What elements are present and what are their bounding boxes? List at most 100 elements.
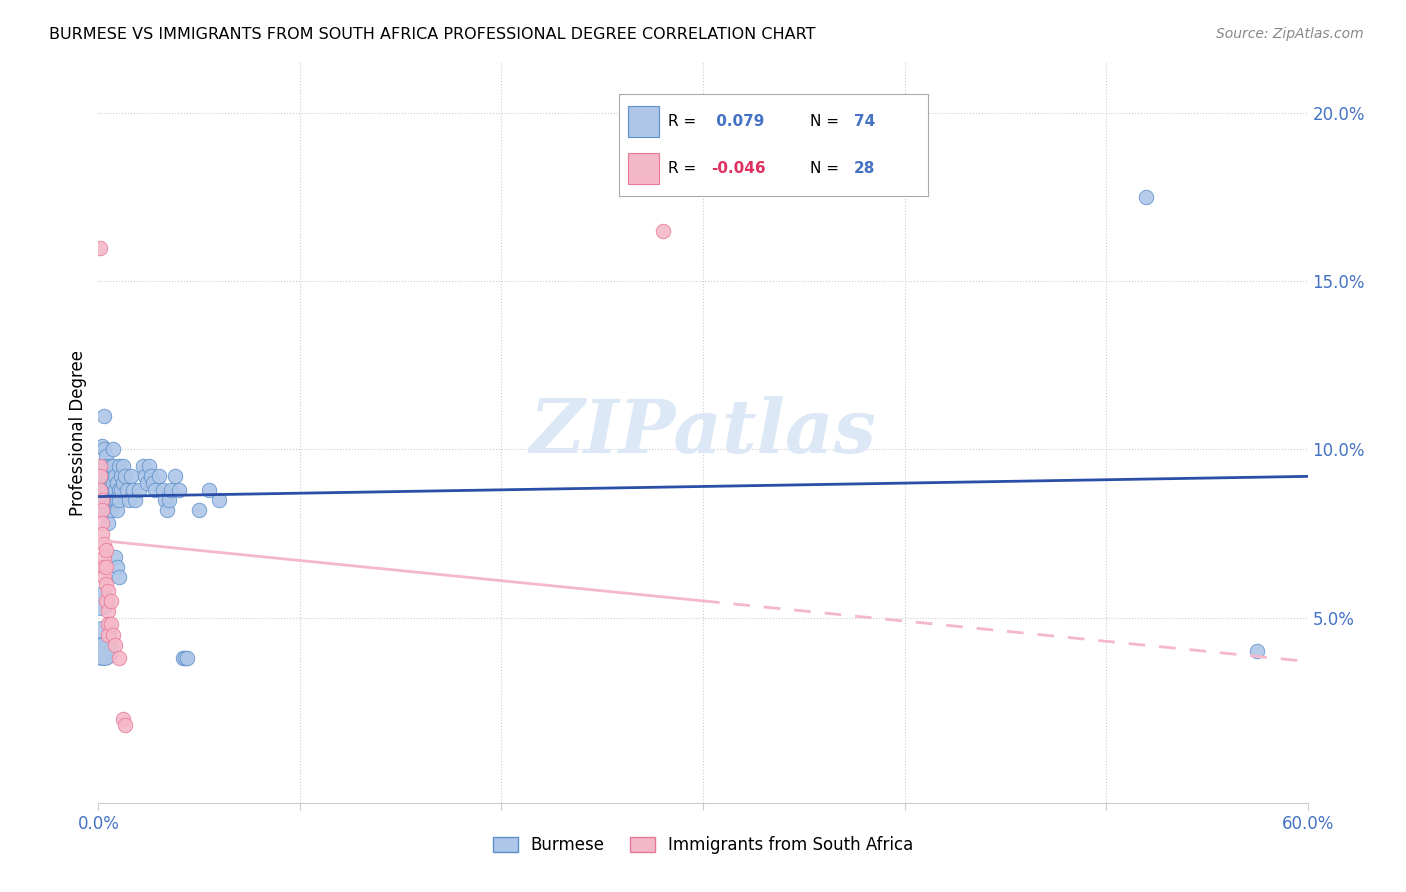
Point (651, 224, 673, 238)
Point (1246, 644, 1268, 658)
Point (96, 543, 118, 558)
Point (142, 476, 165, 491)
Point (134, 469, 156, 483)
Text: BURMESE VS IMMIGRANTS FROM SOUTH AFRICA PROFESSIONAL DEGREE CORRELATION CHART: BURMESE VS IMMIGRANTS FROM SOUTH AFRICA … (49, 27, 815, 42)
Point (93, 550, 115, 565)
Point (96, 449, 118, 463)
Point (118, 492, 141, 507)
Point (101, 627, 124, 641)
Point (101, 442, 124, 457)
Point (96, 594, 118, 608)
Text: 28: 28 (853, 161, 875, 176)
Point (96, 459, 118, 474)
Point (107, 570, 129, 584)
Point (772, 122, 794, 136)
Text: R =: R = (668, 114, 696, 128)
Point (96, 577, 118, 591)
Point (97, 492, 120, 507)
Point (96, 560, 118, 574)
Bar (628, 153, 659, 184)
Point (91, 459, 114, 474)
Text: -0.046: -0.046 (711, 161, 766, 176)
Point (93, 560, 115, 574)
Point (97, 503, 120, 517)
Point (89, 459, 111, 474)
Point (157, 492, 180, 507)
Point (114, 469, 136, 483)
Point (111, 476, 134, 491)
Point (114, 718, 136, 732)
Point (148, 469, 170, 483)
Point (143, 483, 166, 497)
Point (167, 483, 190, 497)
Point (91, 516, 114, 531)
Point (100, 483, 122, 497)
Point (100, 617, 122, 632)
Text: 0.079: 0.079 (711, 114, 765, 128)
Text: Source: ZipAtlas.com: Source: ZipAtlas.com (1216, 27, 1364, 41)
Point (91, 476, 114, 491)
Point (89, 469, 111, 483)
Bar (628, 106, 659, 136)
Point (89, 483, 111, 497)
Text: N =: N = (810, 114, 839, 128)
Point (107, 483, 129, 497)
Point (105, 503, 128, 517)
Point (138, 459, 160, 474)
Point (91, 526, 114, 541)
Point (139, 469, 162, 483)
Point (103, 483, 125, 497)
Point (91, 627, 114, 641)
Point (110, 469, 132, 483)
Point (100, 492, 122, 507)
Point (93, 570, 115, 584)
Point (93, 644, 115, 658)
Point (105, 560, 128, 574)
Point (96, 476, 118, 491)
Point (93, 409, 115, 423)
Point (174, 651, 197, 665)
Point (124, 492, 146, 507)
Point (100, 459, 122, 474)
Point (93, 442, 115, 457)
Point (156, 503, 179, 517)
Point (160, 483, 183, 497)
Point (1135, 190, 1157, 204)
Point (97, 627, 120, 641)
Point (107, 459, 129, 474)
Point (93, 536, 115, 550)
Point (105, 476, 128, 491)
Point (101, 459, 124, 474)
Point (93, 459, 115, 474)
Point (198, 483, 221, 497)
Point (96, 503, 118, 517)
Point (120, 469, 142, 483)
Point (128, 483, 150, 497)
Point (135, 476, 157, 491)
Point (132, 459, 155, 474)
Point (107, 651, 129, 665)
Text: 74: 74 (853, 114, 875, 128)
Text: ZIPatlas: ZIPatlas (530, 396, 876, 469)
Legend: Burmese, Immigrants from South Africa: Burmese, Immigrants from South Africa (486, 830, 920, 861)
Point (101, 476, 124, 491)
Point (152, 483, 174, 497)
Point (105, 492, 128, 507)
Point (107, 492, 129, 507)
Point (91, 644, 114, 658)
Point (100, 594, 122, 608)
Point (100, 503, 122, 517)
Y-axis label: Professional Degree: Professional Degree (69, 350, 87, 516)
Point (97, 583, 120, 598)
Point (101, 492, 124, 507)
Point (89, 483, 111, 497)
Point (91, 503, 114, 517)
Text: N =: N = (810, 161, 839, 176)
Point (103, 469, 125, 483)
Point (176, 651, 198, 665)
Point (100, 476, 122, 491)
Point (188, 503, 211, 517)
Point (103, 492, 125, 507)
Point (96, 492, 118, 507)
Point (103, 550, 125, 565)
